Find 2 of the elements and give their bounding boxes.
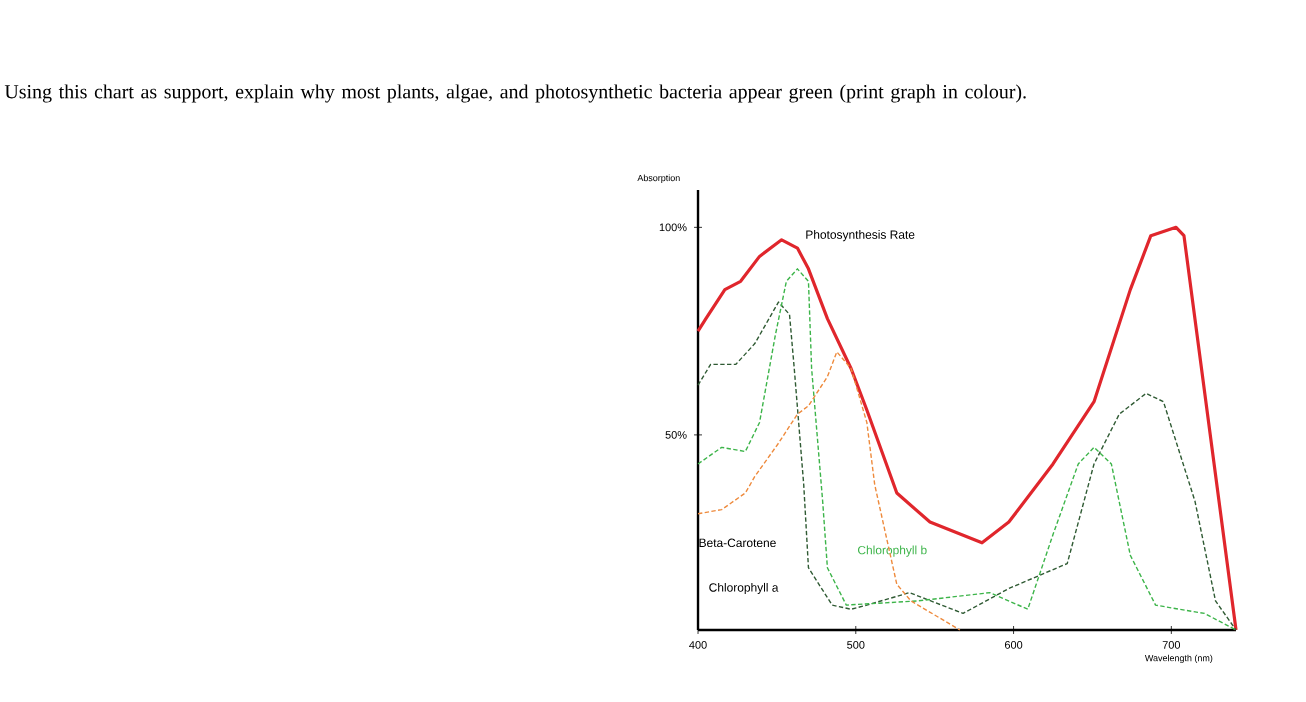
- line-series: [697, 351, 961, 631]
- text: Using this chart as support, explain why most plants, algae, and photosynthetic bacteria appear green (print graph in colour).: [4, 84, 1026, 103]
